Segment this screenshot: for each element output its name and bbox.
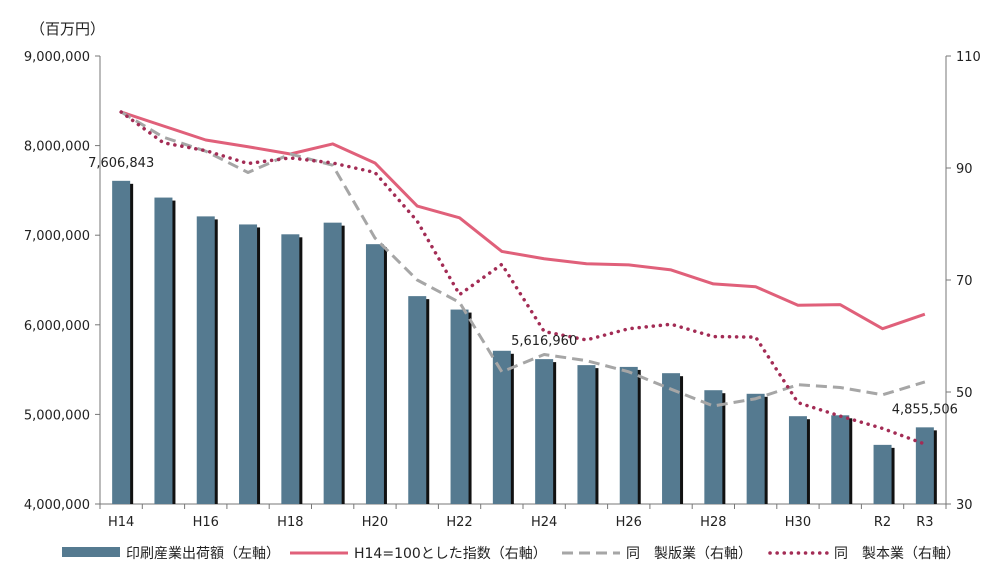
x-tick-label: H28 [700, 515, 726, 530]
bar [788, 416, 807, 504]
x-tick-label: H22 [446, 515, 472, 530]
bar [831, 415, 850, 504]
x-tick-label: H30 [785, 515, 811, 530]
bar-data-label: 4,855,506 [892, 402, 958, 417]
x-tick-label: H26 [616, 515, 642, 530]
right-tick-label: 90 [956, 162, 973, 177]
line-series [119, 110, 927, 446]
bar [492, 350, 511, 504]
x-tick-label: H18 [277, 515, 303, 530]
bar-series [112, 180, 937, 504]
x-tick-label: H20 [362, 515, 388, 530]
legend-label: 印刷産業出荷額（左軸） [126, 546, 280, 562]
legend-label: 同 製版業（右軸） [626, 546, 752, 562]
left-tick-label: 4,000,000 [24, 498, 90, 513]
bar [746, 393, 765, 504]
y-unit-label: （百万円） [30, 20, 105, 38]
bar-data-label: 5,616,960 [511, 334, 577, 349]
bar [577, 365, 596, 504]
legend-label: H14=100とした指数（右軸） [354, 546, 547, 562]
x-tick-label: R3 [916, 515, 933, 530]
left-tick-label: 9,000,000 [24, 50, 90, 65]
legend: 印刷産業出荷額（左軸） H14=100とした指数（右軸） 同 製版業（右軸） 同 製本… [62, 546, 960, 562]
bar [915, 427, 934, 504]
left-tick-label: 7,000,000 [24, 229, 90, 244]
legend-swatch [62, 547, 120, 557]
right-tick-label: 50 [956, 386, 973, 401]
bar [154, 197, 173, 504]
right-tick-label: 70 [956, 274, 973, 289]
legend-label: 同 製本業（右軸） [834, 546, 960, 562]
bar [112, 180, 131, 504]
x-tick-label: H16 [193, 515, 219, 530]
left-tick-label: 5,000,000 [24, 408, 90, 423]
axes: 4,000,000 5,000,000 6,000,000 7,000,000 8,00… [24, 50, 981, 513]
bar [450, 309, 469, 504]
x-tick-label: H24 [531, 515, 557, 530]
bar [365, 244, 384, 504]
bar-data-label: 7,606,843 [88, 156, 154, 171]
left-tick-label: 8,000,000 [24, 140, 90, 155]
bar [619, 366, 638, 504]
left-tick-label: 6,000,000 [24, 319, 90, 334]
x-tick-label: R2 [874, 515, 891, 530]
data-labels: 7,606,843 5,616,960 4,855,506 [88, 156, 958, 418]
bar [239, 224, 258, 504]
series-line [120, 110, 926, 331]
bar [704, 390, 723, 504]
series-line [120, 110, 926, 408]
x-tick-label: H14 [108, 515, 134, 530]
x-axis-ticks: H14 H16 H18 H20 H22 H24 H26 H28 H30 R2 R3 [99, 504, 947, 530]
right-tick-label: 30 [956, 498, 973, 513]
right-tick-label: 110 [956, 50, 981, 65]
bar [535, 359, 554, 504]
bar [196, 216, 215, 504]
bar [281, 234, 300, 504]
bar [873, 444, 892, 504]
bar [408, 296, 427, 504]
series-line [119, 110, 927, 446]
bar [323, 222, 342, 504]
bar [662, 373, 681, 504]
